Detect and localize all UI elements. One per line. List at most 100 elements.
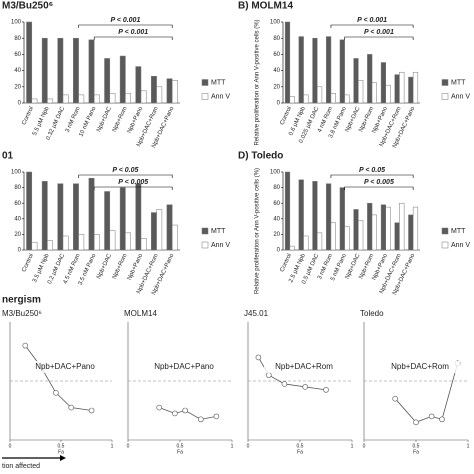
significance-label: P < 0.001 (110, 17, 140, 24)
data-point (255, 354, 262, 361)
bar (394, 74, 400, 104)
bar (62, 94, 69, 104)
panel-title: M3/Bu250⁶ (2, 1, 53, 12)
significance-bracket (78, 24, 173, 28)
y-tick-label: 100 (270, 170, 281, 176)
x-tick-label: 0.5 (58, 443, 65, 449)
legend-swatch (201, 93, 209, 100)
x-tick-label: 1 (351, 443, 354, 449)
bar (344, 226, 350, 251)
x-tick-label: 10 nM Pano (78, 105, 97, 137)
bar (140, 90, 147, 104)
legend-label: MTT (211, 79, 226, 86)
bar (371, 82, 377, 104)
data-point (156, 404, 162, 411)
data-point (213, 413, 220, 420)
bar (171, 80, 178, 104)
bar (284, 21, 291, 104)
y-tick-label: 80 (273, 36, 280, 42)
bar (78, 94, 85, 104)
caption: tion affected (2, 463, 40, 470)
data-point (68, 404, 74, 411)
x-tick-label: 3 nM Rom (65, 106, 82, 134)
y-tick-label: 20 (14, 84, 21, 90)
bar (289, 96, 295, 104)
x-tick-label: 0 (9, 443, 12, 449)
bar (358, 80, 364, 104)
annotation: Npb+DAC+Pano (154, 362, 214, 371)
bar (394, 222, 400, 251)
annotation: Npb+DAC+Pano (35, 362, 95, 371)
y-tick-label: 100 (11, 170, 22, 176)
bar (385, 84, 391, 104)
bar (344, 94, 350, 104)
panel-title: D) Toledo (238, 151, 283, 162)
data-point (439, 416, 445, 423)
significance-bracket (93, 36, 173, 40)
legend-swatch (201, 227, 209, 235)
bar (135, 183, 142, 251)
annotation: Npb+DAC+Rom (275, 362, 333, 371)
bar (88, 39, 95, 104)
annotation-bg (264, 361, 344, 373)
bar (330, 222, 336, 251)
x-tick-label: 1 (111, 443, 114, 449)
bar (399, 71, 405, 104)
bar (104, 191, 111, 251)
x-tick-label: 1 (467, 443, 470, 449)
fit-curve (24, 345, 92, 411)
x-tick-label: Control (279, 106, 293, 126)
significance-label: P < 0.001 (118, 29, 148, 36)
data-point (413, 419, 419, 426)
bar (412, 71, 419, 104)
bar (135, 66, 142, 104)
bar (93, 94, 100, 104)
data-point (323, 387, 329, 393)
x-tick-label: Npb+Pano (127, 105, 145, 134)
x-tick-label: Control (279, 253, 293, 273)
significance-bracket (330, 174, 414, 178)
bar (26, 21, 33, 104)
bar (303, 94, 309, 104)
legend-label: MTT (451, 79, 466, 86)
bar (339, 187, 345, 251)
annotation-bg (380, 361, 460, 373)
bar (31, 98, 38, 104)
section-title: nergism (2, 295, 41, 306)
bar (312, 181, 318, 251)
bar (109, 230, 116, 251)
bar (156, 209, 163, 251)
bar (399, 202, 405, 251)
legend-swatch (201, 241, 209, 249)
bar (73, 183, 79, 251)
data-point (198, 416, 204, 423)
panel-title: 01 (2, 151, 14, 162)
bar (367, 54, 373, 104)
bar (284, 171, 291, 251)
x-tick-label: Npb+DAC (96, 105, 113, 133)
data-point (302, 384, 309, 390)
bar (31, 241, 38, 251)
x-tick-label: Npb+Rom (112, 253, 129, 280)
legend-swatch (201, 79, 209, 86)
bar (412, 206, 419, 251)
y-tick-label: 100 (11, 20, 22, 26)
bar (78, 234, 85, 251)
data-point (172, 410, 178, 417)
bar (298, 36, 304, 104)
data-point (88, 407, 95, 414)
y-tick-label: 40 (273, 216, 280, 222)
y-tick-label: 0 (18, 101, 22, 107)
significance-bracket (93, 186, 173, 190)
bar (125, 93, 131, 104)
y-tick-label: 60 (273, 201, 280, 207)
y-tick-label: 60 (14, 52, 21, 58)
y-tick-label: 20 (14, 232, 21, 238)
significance-label: P < 0.05 (359, 167, 385, 174)
bar (41, 37, 48, 104)
legend-label: Ann V (211, 242, 230, 249)
y-tick-label: 60 (14, 201, 21, 207)
significance-bracket (344, 186, 414, 190)
data-point (392, 395, 399, 402)
data-point (281, 381, 288, 387)
